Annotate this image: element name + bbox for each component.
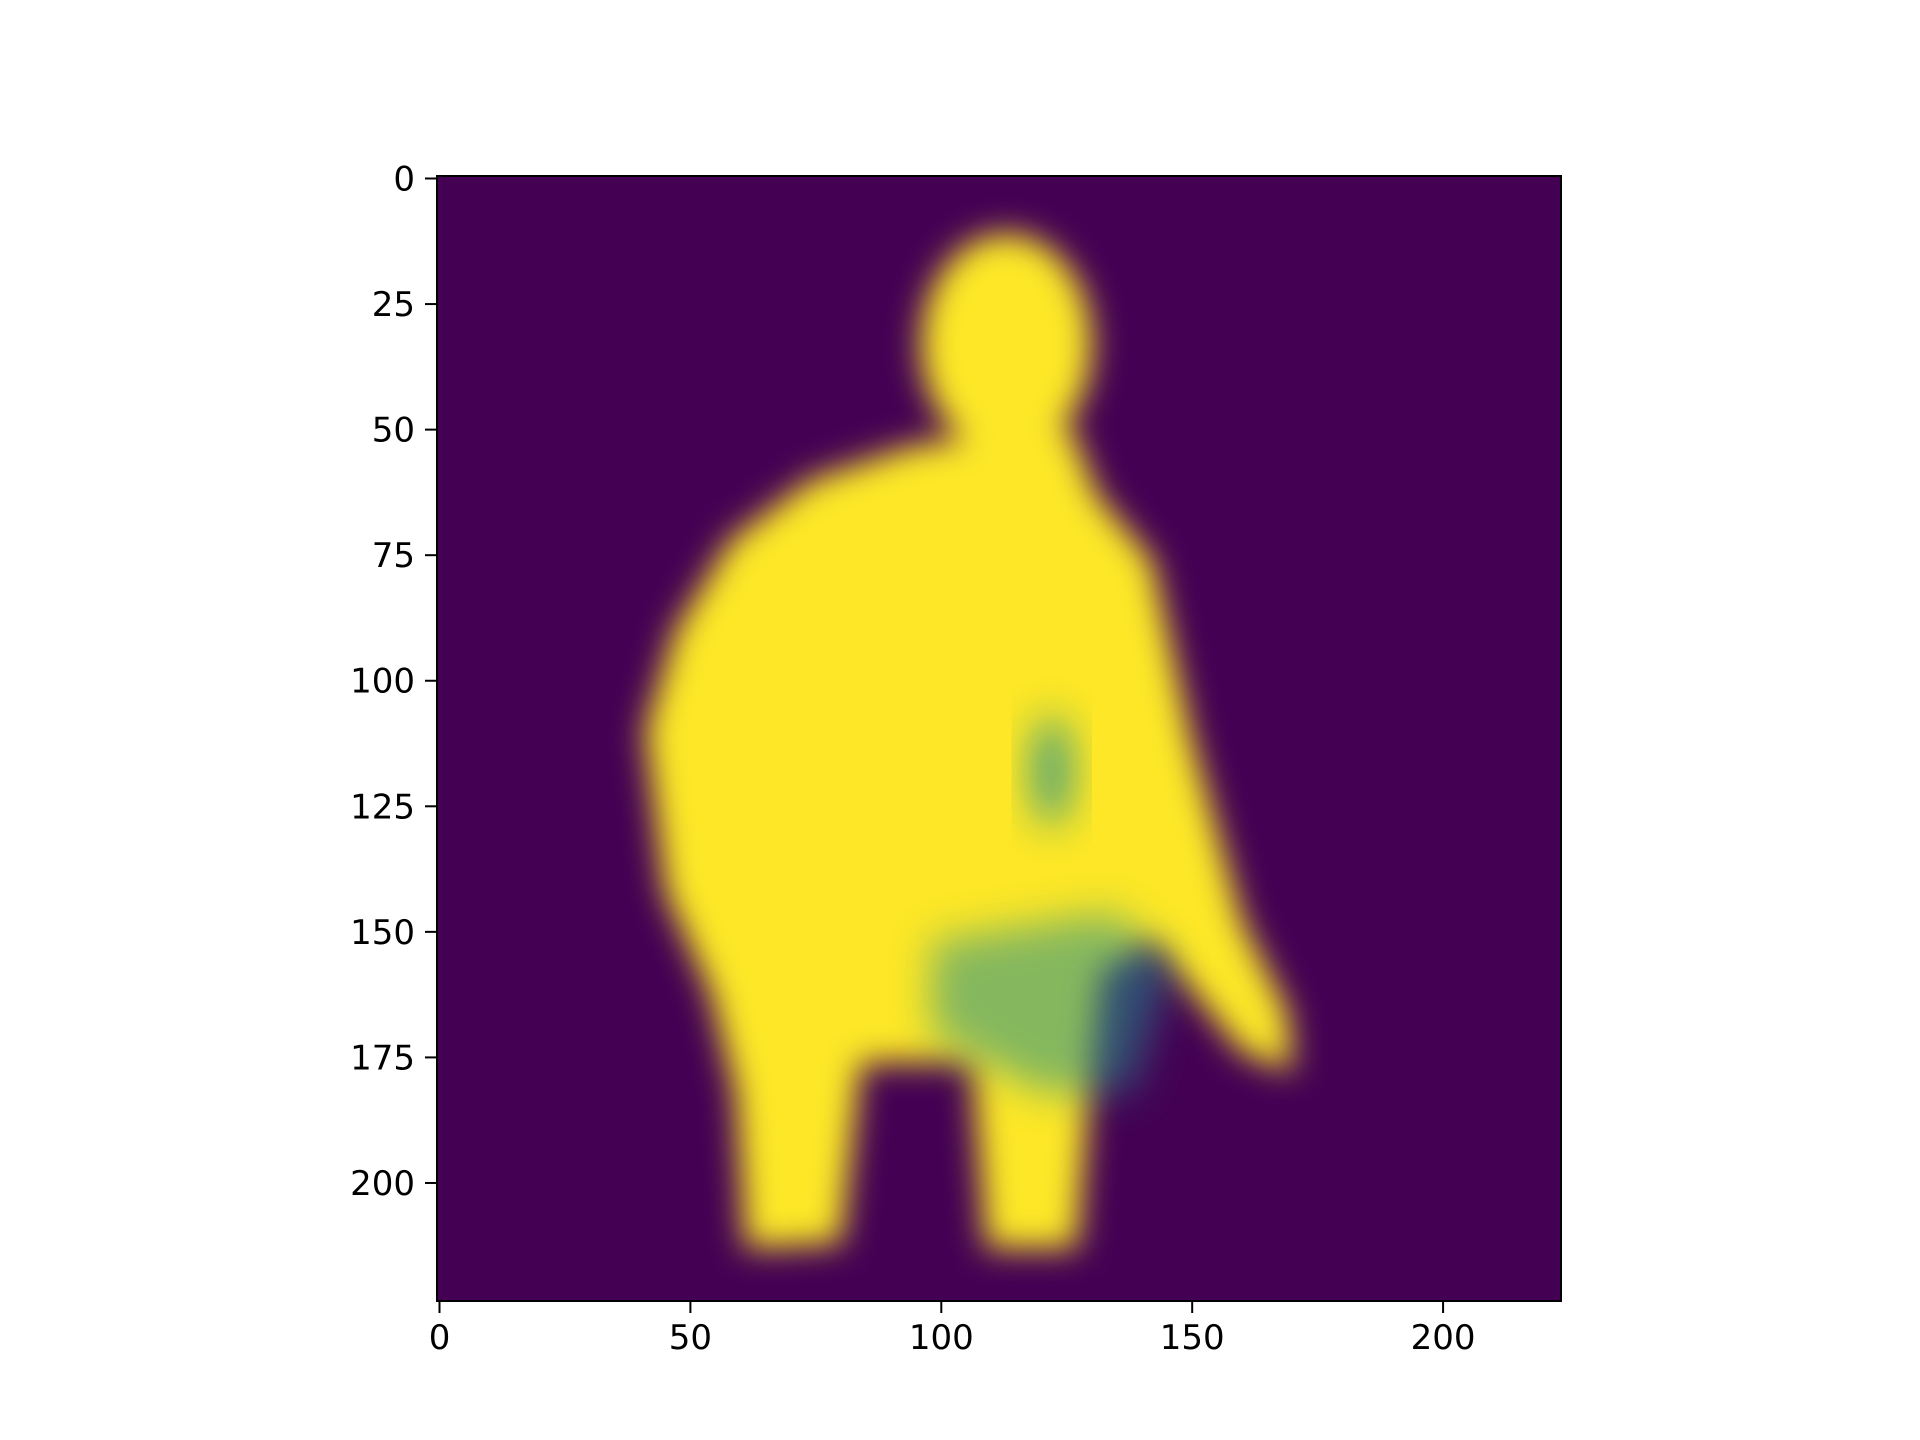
y-tick-label: 50 <box>372 411 415 451</box>
y-tick-label: 25 <box>372 285 415 325</box>
image-area <box>437 176 1561 1301</box>
y-tick-label: 125 <box>350 787 415 827</box>
y-tick-label: 75 <box>372 536 415 576</box>
mask-body <box>645 429 1293 1249</box>
axes-frame <box>436 175 1562 1302</box>
mask-gap <box>1031 715 1072 827</box>
x-tick-label: 50 <box>669 1318 712 1358</box>
y-tick-label: 150 <box>350 913 415 953</box>
y-tick-label: 100 <box>350 662 415 702</box>
mask-head <box>921 233 1092 455</box>
x-tick-label: 100 <box>909 1318 974 1358</box>
mask-shape <box>645 233 1293 1249</box>
x-tick-label: 150 <box>1160 1318 1225 1358</box>
y-tick-label: 0 <box>393 160 415 200</box>
y-tick-label: 200 <box>350 1164 415 1204</box>
x-tick-label: 200 <box>1411 1318 1476 1358</box>
mask-shade <box>931 911 1173 1093</box>
x-tick-label: 0 <box>429 1318 451 1358</box>
y-tick-label: 175 <box>350 1038 415 1078</box>
